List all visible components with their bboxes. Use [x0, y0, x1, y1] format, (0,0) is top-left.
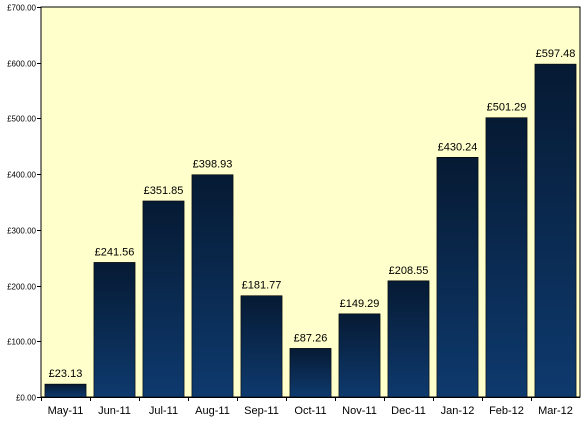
bar-jul-11	[142, 200, 185, 398]
y-tick-label: £700.00	[7, 4, 36, 13]
y-tick-label: £0.00	[16, 394, 37, 403]
x-tick-label: Oct-11	[294, 405, 326, 417]
x-axis: May-11 Jun-11 Jul-11 Aug-11 Sep-11 Oct-11 Nov-…	[41, 397, 580, 417]
y-tick-label: £400.00	[7, 171, 36, 180]
data-label-feb-12: £501.29	[487, 102, 527, 114]
data-label-mar-12: £597.48	[536, 48, 576, 60]
x-tick-label: Jan-12	[441, 405, 475, 417]
y-tick-label: £300.00	[7, 227, 36, 236]
y-tick-label: £600.00	[7, 60, 36, 69]
x-tick-label: Aug-11	[195, 405, 230, 417]
y-tick-label: £100.00	[7, 338, 36, 347]
data-label-nov-11: £149.29	[340, 298, 380, 310]
bar-oct-11	[289, 348, 332, 398]
bar-feb-12	[485, 117, 528, 398]
x-tick-label: Nov-11	[342, 405, 377, 417]
bar-mar-12	[534, 63, 577, 398]
x-tick-label: May-11	[48, 405, 84, 417]
y-axis: £0.00 £100.00 £200.00 £300.00 £400.00 £500.00…	[7, 4, 42, 403]
data-label-oct-11: £87.26	[294, 332, 328, 344]
data-label-aug-11: £398.93	[193, 159, 233, 171]
bar-jun-11	[93, 262, 136, 398]
data-label-dec-11: £208.55	[389, 265, 429, 277]
data-label-sep-11: £181.77	[242, 280, 282, 292]
x-tick-label: Jun-11	[98, 405, 131, 417]
bar-may-11	[44, 383, 87, 398]
data-label-jun-11: £241.56	[95, 246, 135, 258]
x-tick-label: Mar-12	[538, 405, 573, 417]
x-tick-label: Dec-11	[391, 405, 426, 417]
bar-nov-11	[338, 313, 381, 398]
bars	[44, 63, 577, 398]
x-tick-label: Sep-11	[244, 405, 279, 417]
data-labels: £23.13 £241.56 £351.85 £398.93 £181.77 £87.26…	[49, 48, 576, 380]
bar-sep-11	[240, 295, 283, 398]
bar-jan-12	[436, 156, 479, 398]
data-label-may-11: £23.13	[49, 368, 83, 380]
y-tick-label: £500.00	[7, 115, 36, 124]
x-tick-label: Feb-12	[489, 405, 524, 417]
x-tick-label: Jul-11	[149, 405, 178, 417]
data-label-jan-12: £430.24	[438, 141, 478, 153]
data-label-jul-11: £351.85	[144, 185, 184, 197]
bar-aug-11	[191, 174, 234, 398]
y-tick-label: £200.00	[7, 283, 36, 292]
bar-dec-11	[387, 280, 430, 398]
